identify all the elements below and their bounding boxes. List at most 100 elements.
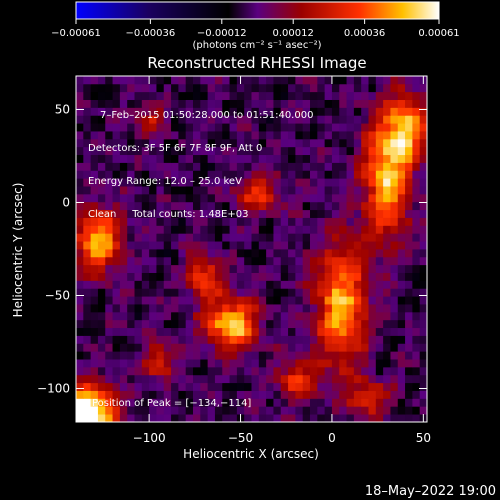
heatmap-cell (419, 359, 427, 368)
colorbar (75, 1, 440, 20)
heatmap-cell (302, 382, 311, 391)
heatmap-cell (397, 264, 406, 273)
heatmap-cell (317, 162, 326, 171)
heatmap-cell (97, 138, 106, 148)
heatmap-cell (112, 233, 121, 242)
heatmap-cell (375, 359, 384, 368)
heatmap-cell (324, 280, 333, 289)
heatmap-cell (273, 343, 282, 352)
heatmap-cell (302, 146, 311, 156)
heatmap-cell (119, 288, 128, 297)
heatmap-cell (405, 99, 413, 108)
heatmap-cell (339, 343, 347, 352)
heatmap-cell (339, 406, 347, 415)
heatmap-cell (397, 280, 406, 289)
heatmap-cell (375, 264, 384, 273)
heatmap-cell (90, 99, 99, 108)
heatmap-cell (324, 193, 333, 203)
heatmap-cell (361, 366, 369, 376)
heatmap-cell (171, 398, 179, 407)
heatmap-cell (346, 146, 355, 156)
heatmap-cell (112, 217, 121, 226)
heatmap-cell (266, 138, 274, 148)
heatmap-cell (361, 414, 369, 422)
heatmap-cell (141, 241, 150, 250)
heatmap-cell (236, 304, 245, 313)
heatmap-cell (236, 83, 245, 93)
heatmap-cell (105, 138, 113, 148)
heatmap-cell (375, 366, 384, 376)
heatmap-cell (390, 366, 399, 376)
heatmap-cell (324, 390, 333, 399)
heatmap-cell (200, 178, 209, 187)
heatmap-cell (200, 414, 209, 422)
heatmap-cell (127, 154, 135, 163)
heatmap-cell (280, 398, 289, 407)
heatmap-cell (280, 233, 289, 242)
heatmap-cell (310, 233, 318, 242)
heatmap-cell (375, 193, 384, 203)
heatmap-cell (288, 390, 296, 399)
heatmap-cell (251, 178, 260, 187)
heatmap-cell (405, 343, 413, 352)
y-axis-label: Heliocentric Y (arcsec) (11, 183, 25, 318)
heatmap-cell (193, 304, 201, 313)
heatmap-cell (222, 178, 230, 187)
heatmap-cell (105, 115, 113, 124)
heatmap-cell (193, 241, 201, 250)
heatmap-cell (375, 327, 384, 336)
heatmap-cell (251, 366, 260, 376)
heatmap-cell (361, 138, 369, 148)
heatmap-cell (368, 296, 377, 305)
heatmap-cell (149, 390, 157, 399)
heatmap-cell (361, 162, 369, 171)
heatmap-cell (339, 335, 347, 344)
heatmap-cell (353, 209, 362, 218)
heatmap-cell (383, 131, 391, 140)
heatmap-cell (171, 154, 179, 163)
heatmap-cell (266, 319, 274, 329)
heatmap-cell (83, 288, 92, 297)
heatmap-cell (200, 99, 209, 108)
heatmap-cell (185, 351, 194, 360)
heatmap-cell (97, 366, 106, 376)
heatmap-cell (112, 382, 121, 391)
heatmap-cell (163, 209, 172, 218)
peak-position-text: Position of Peak = [−134,−114] (92, 398, 252, 409)
heatmap-cell (171, 115, 179, 124)
heatmap-cell (97, 335, 106, 344)
heatmap-cell (90, 186, 99, 195)
heatmap-cell (214, 406, 223, 415)
heatmap-cell (412, 138, 421, 148)
heatmap-cell (90, 406, 99, 415)
heatmap-cell (295, 280, 304, 289)
heatmap-cell (288, 193, 296, 203)
heatmap-cell (156, 366, 165, 376)
heatmap-cell (375, 398, 384, 407)
heatmap-cell (149, 319, 157, 329)
heatmap-cell (353, 288, 362, 297)
heatmap-cell (127, 115, 135, 124)
heatmap-cell (185, 280, 194, 289)
heatmap-cell (273, 272, 282, 281)
heatmap-cell (317, 170, 326, 179)
heatmap-cell (412, 288, 421, 297)
heatmap-cell (236, 272, 245, 281)
heatmap-cell (185, 225, 194, 234)
heatmap-cell (405, 398, 413, 407)
heatmap-cell (222, 217, 230, 226)
heatmap-cell (266, 91, 274, 100)
heatmap-cell (339, 272, 347, 281)
heatmap-cell (185, 296, 194, 305)
heatmap-cell (185, 311, 194, 321)
heatmap-cell (295, 398, 304, 407)
heatmap-cell (83, 186, 92, 195)
heatmap-cell (310, 91, 318, 100)
heatmap-cell (317, 138, 326, 148)
heatmap-cell (251, 193, 260, 203)
heatmap-cell (302, 311, 311, 321)
heatmap-cell (324, 76, 333, 85)
heatmap-cell (405, 217, 413, 226)
heatmap-cell (251, 99, 260, 108)
colorbar-ticks: −0.00061 −0.00036 −0.00012 0.00012 0.00036 0.… (51, 19, 460, 39)
